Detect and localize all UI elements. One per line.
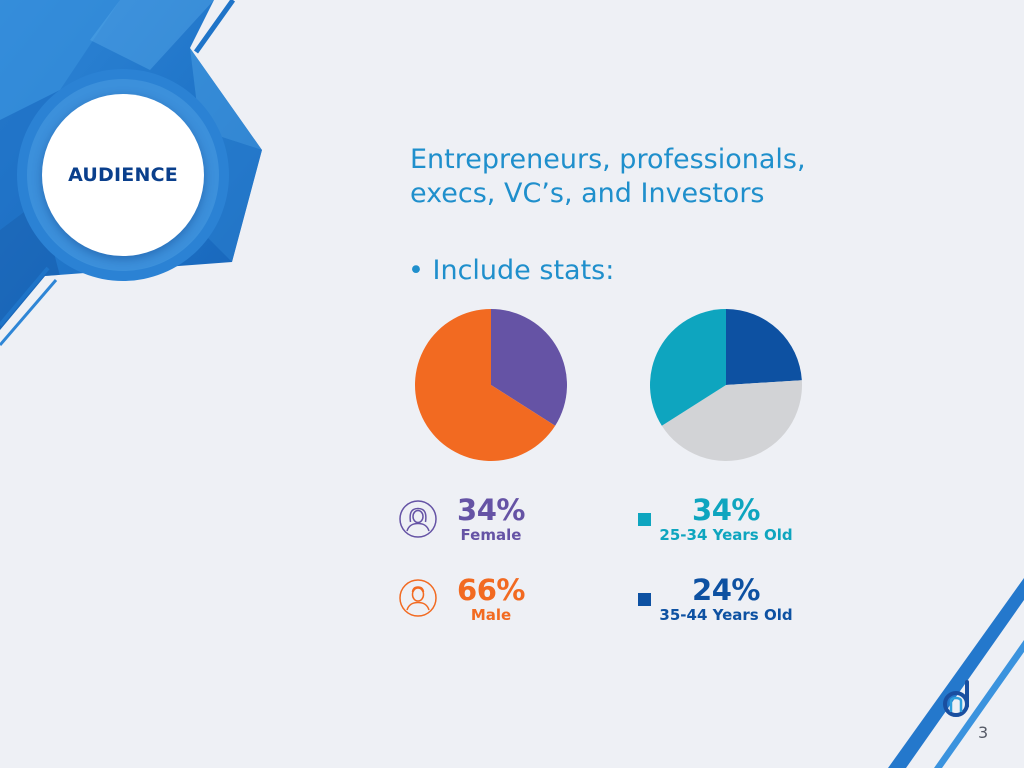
- headline-line-2: execs, VC’s, and Investors: [410, 178, 765, 209]
- legend-square-25-34: [638, 513, 651, 526]
- headline-line-1: Entrepreneurs, professionals,: [410, 144, 806, 175]
- female-stat: 34% Female: [448, 494, 534, 544]
- headline: Entrepreneurs, professionals, execs, VC’…: [410, 143, 930, 211]
- male-user-icon: [399, 579, 437, 617]
- pie-slice-25-34: [650, 309, 726, 426]
- female-label: Female: [460, 526, 522, 544]
- legend-square-35-44: [638, 593, 651, 606]
- age-35-44-percent: 24%: [692, 573, 760, 607]
- female-percent: 34%: [457, 493, 525, 527]
- age-25-34-percent: 34%: [692, 493, 760, 527]
- age-35-44-label: 35-44 Years Old: [659, 606, 793, 624]
- nd-logo: [943, 680, 969, 717]
- age-pie-chart: [650, 309, 802, 461]
- audience-badge: AUDIENCE: [42, 94, 204, 256]
- pie-slice-male: [414, 309, 556, 461]
- female-user-icon: [399, 500, 437, 538]
- male-stat: 66% Male: [448, 574, 534, 624]
- badge-title: AUDIENCE: [68, 164, 178, 186]
- age-35-44-stat: 24% 35-44 Years Old: [656, 574, 796, 624]
- gender-pie-chart: [414, 309, 567, 461]
- include-stats-bullet: • Include stats:: [408, 255, 615, 286]
- age-25-34-stat: 34% 25-34 Years Old: [656, 494, 796, 544]
- pie-slice-35-44: [726, 309, 802, 385]
- male-percent: 66%: [457, 573, 525, 607]
- page-number: 3: [978, 723, 989, 742]
- age-25-34-label: 25-34 Years Old: [659, 526, 793, 544]
- pie-slice-other: [661, 380, 802, 461]
- male-label: Male: [470, 606, 512, 624]
- pie-slice-female: [491, 309, 567, 426]
